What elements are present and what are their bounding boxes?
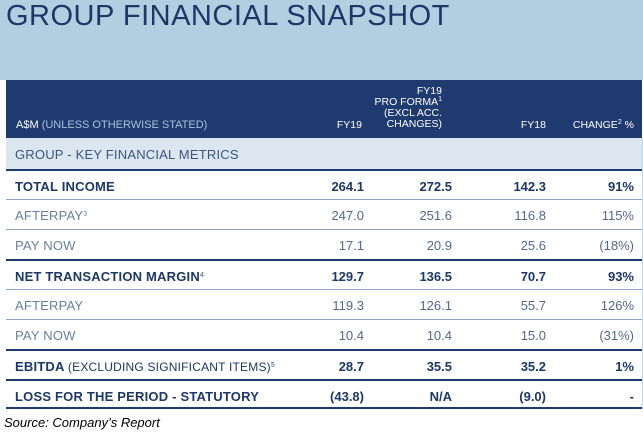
row-label-text: TOTAL INCOME — [15, 179, 115, 194]
cell-change: 1% — [615, 359, 634, 374]
header-metric-sub: (UNLESS OTHERWISE STATED) — [41, 119, 208, 131]
cell-fy18: 70.7 — [520, 269, 546, 284]
table-header: A$M (UNLESS OTHERWISE STATED) FY19 FY19 … — [6, 80, 642, 138]
table-row: LOSS FOR THE PERIOD - STATUTORY (43.8) N… — [6, 379, 642, 409]
title-band: GROUP FINANCIAL SNAPSHOT — [0, 0, 643, 80]
section-label: GROUP - KEY FINANCIAL METRICS — [15, 147, 239, 162]
cell-fy19: 17.1 — [338, 238, 364, 253]
table-body: GROUP - KEY FINANCIAL METRICS TOTAL INCO… — [6, 138, 643, 409]
cell-change: 91% — [607, 179, 634, 194]
header-change-text: CHANGE — [572, 119, 618, 131]
cell-fy19: 129.7 — [331, 269, 364, 284]
cell-change: 126% — [600, 298, 634, 313]
row-label-sub: (EXCLUDING SIGNIFICANT ITEMS) — [67, 360, 271, 374]
header-pf-line3: (EXCL ACC. — [384, 107, 442, 119]
cell-change: 115% — [601, 208, 634, 223]
header-fy19-pro-forma: FY19 PRO FORMA1 (EXCL ACC. CHANGES) — [352, 85, 443, 130]
cell-pro-forma: N/A — [429, 389, 452, 404]
cell-fy19: 264.1 — [331, 179, 364, 194]
row-label-sup: 5 — [270, 362, 275, 369]
financial-snapshot-panel: GROUP FINANCIAL SNAPSHOT A$M (UNLESS OTH… — [0, 0, 643, 409]
row-label-text: AFTERPAY — [15, 298, 84, 313]
row-label: PAY NOW — [15, 238, 76, 253]
row-label-text: AFTERPAY — [15, 208, 84, 223]
cell-fy19: (43.8) — [330, 389, 364, 404]
table-row: AFTERPAY3 247.0 251.6 116.8 115% — [6, 199, 642, 230]
cell-pro-forma: 251.6 — [419, 208, 452, 223]
cell-change: 93% — [607, 269, 634, 284]
table-row: NET TRANSACTION MARGIN4 129.7 136.5 70.7… — [6, 259, 642, 291]
table-bottom-rule — [6, 407, 642, 409]
row-label-text: EBITDA — [15, 359, 65, 374]
row-label: TOTAL INCOME — [15, 179, 115, 194]
row-label-text: PAY NOW — [15, 328, 76, 343]
table-row: EBITDA (EXCLUDING SIGNIFICANT ITEMS)5 28… — [6, 349, 642, 381]
row-label-sup: 4 — [199, 272, 205, 279]
cell-change: (18%) — [599, 238, 634, 253]
row-label: EBITDA (EXCLUDING SIGNIFICANT ITEMS)5 — [15, 359, 275, 374]
row-label: AFTERPAY — [15, 298, 83, 313]
cell-pro-forma: 126.1 — [419, 298, 452, 313]
header-pf-line2-text: PRO FORMA — [374, 96, 439, 108]
cell-pro-forma: 136.5 — [419, 269, 452, 284]
source-caption: Source: Company’s Report — [4, 415, 160, 430]
cell-fy18: 142.3 — [513, 179, 546, 194]
cell-fy18: 15.0 — [520, 328, 546, 343]
row-label: PAY NOW — [15, 328, 76, 343]
row-label: AFTERPAY3 — [15, 208, 87, 223]
header-fy18: FY18 — [520, 119, 546, 131]
cell-fy19: 119.3 — [332, 298, 364, 313]
table-row: PAY NOW 10.4 10.4 15.0 (31%) — [6, 319, 642, 350]
cell-fy18: 55.7 — [520, 298, 546, 313]
cell-pro-forma: 272.5 — [419, 179, 452, 194]
cell-fy19: 10.4 — [338, 328, 364, 343]
cell-fy18: 116.8 — [514, 208, 546, 223]
header-pf-line1: FY19 — [416, 85, 442, 97]
cell-fy18: 35.2 — [520, 359, 546, 374]
row-label: NET TRANSACTION MARGIN4 — [15, 269, 204, 284]
row-label-sup: 3 — [83, 211, 88, 218]
table-row: AFTERPAY 119.3 126.1 55.7 126% — [6, 289, 642, 320]
header-change-unit: % — [624, 119, 634, 131]
header-fy19: FY19 — [336, 119, 362, 131]
row-label-text: PAY NOW — [15, 238, 76, 253]
cell-change: - — [629, 389, 634, 404]
cell-pro-forma: 20.9 — [426, 238, 452, 253]
cell-fy19: 28.7 — [338, 359, 364, 374]
page-title: GROUP FINANCIAL SNAPSHOT — [6, 0, 450, 32]
header-pf-line2: PRO FORMA1 — [352, 96, 443, 108]
cell-change: (31%) — [599, 328, 634, 343]
cell-fy18: (9.0) — [519, 389, 546, 404]
cell-pro-forma: 35.5 — [426, 359, 452, 374]
table-row: PAY NOW 17.1 20.9 25.6 (18%) — [6, 229, 642, 260]
header-pf-line4: CHANGES) — [386, 118, 442, 130]
row-label-text: NET TRANSACTION MARGIN — [15, 269, 200, 284]
section-row: GROUP - KEY FINANCIAL METRICS — [6, 138, 642, 169]
cell-pro-forma: 10.4 — [426, 328, 452, 343]
row-label: LOSS FOR THE PERIOD - STATUTORY — [15, 389, 259, 404]
header-pf-sup: 1 — [438, 96, 442, 103]
header-metric-main: A$M — [16, 119, 39, 131]
cell-fy19: 247.0 — [331, 208, 364, 223]
cell-fy18: 25.6 — [520, 238, 546, 253]
row-label-text: LOSS FOR THE PERIOD - STATUTORY — [15, 389, 260, 404]
table-row: TOTAL INCOME 264.1 272.5 142.3 91% — [6, 169, 642, 201]
header-change-sup: 2 — [617, 119, 622, 126]
header-change: CHANGE2 % — [572, 119, 634, 131]
header-metric: A$M (UNLESS OTHERWISE STATED) — [16, 120, 207, 131]
